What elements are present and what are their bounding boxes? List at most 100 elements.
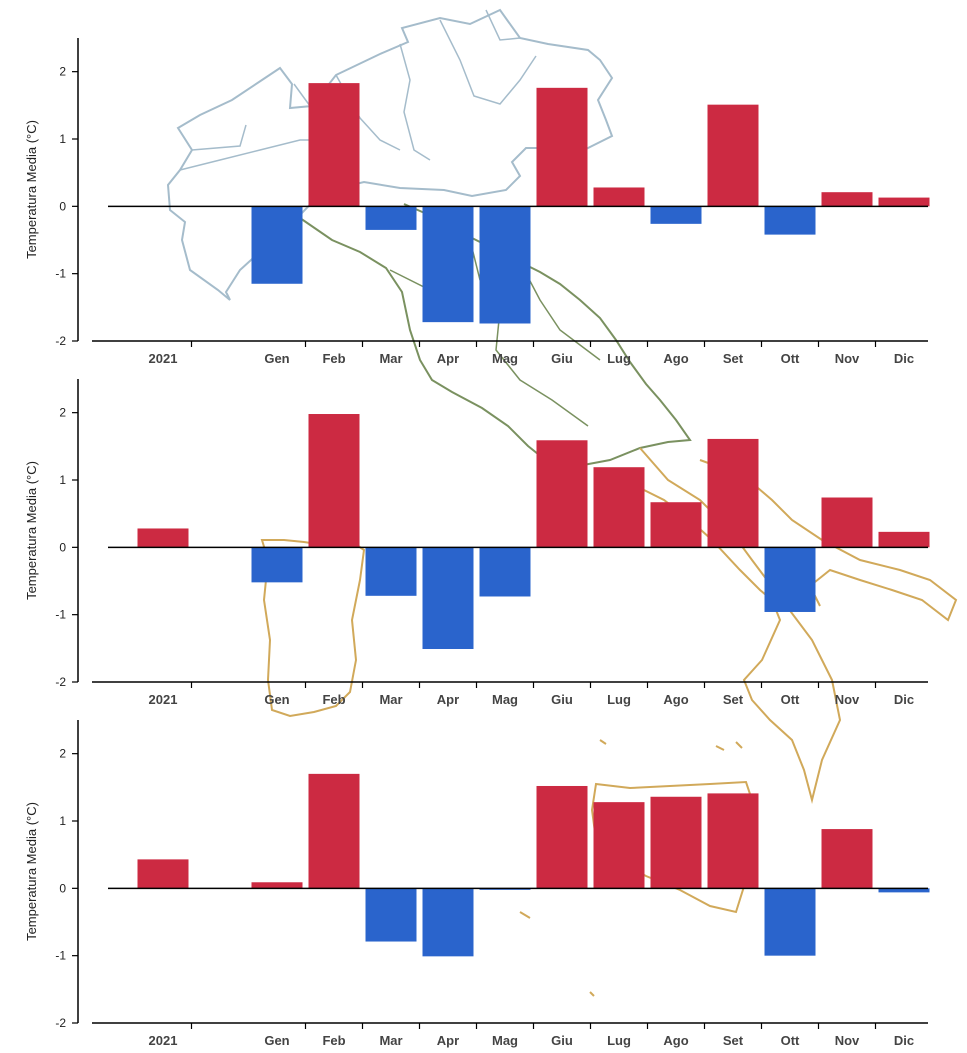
chart-1: -2 -1 0 1 2 Temperatura Media (°C) 2021 Gen Feb M… [24,38,930,366]
x-tick-label: Ott [781,351,800,366]
x-tick-label: Nov [835,692,860,707]
x-tick-label: Set [723,1033,744,1048]
bar [251,206,303,284]
bar [707,104,759,207]
y-tick-label: 0 [59,199,66,213]
x-tick-label: Giu [551,1033,573,1048]
bar [536,785,588,889]
x-tick-label: Dic [894,692,914,707]
map-north-inner [179,9,537,171]
x-tick-label: Ago [663,1033,688,1048]
bar [593,802,645,889]
bar [878,197,930,207]
bar [308,414,360,548]
bar [536,87,588,207]
x-tick-label: Mag [492,351,518,366]
bar [479,206,531,324]
x-tick-label: Dic [894,1033,914,1048]
x-tick-label: Mar [379,692,402,707]
y-tick-label: -2 [55,334,66,348]
y-tick-label: -1 [55,949,66,963]
bar [422,206,474,323]
bar [821,497,873,548]
x-tick-label: Giu [551,351,573,366]
x-tick-label: Gen [264,692,289,707]
y-tick-label: 0 [59,881,66,895]
x-tick-label: Feb [322,351,345,366]
chart-3: -2 -1 0 1 2 Temperatura Media (°C) 2021 Gen Feb M… [24,720,930,1048]
bar [251,547,303,583]
y-tick-label: 0 [59,540,66,554]
chart-2: -2 -1 0 1 2 Temperatura Media (°C) 2021 Gen Feb M… [24,379,930,707]
x-tick-label: Mag [492,692,518,707]
x-tick-label: Feb [322,692,345,707]
bar [650,796,702,889]
bar [536,440,588,548]
bar [707,793,759,889]
bar [308,773,360,889]
x-tick-label: Apr [437,692,459,707]
y-tick-label: 1 [59,132,66,146]
bar [251,882,303,889]
x-tick-label: Dic [894,351,914,366]
bar [365,888,417,942]
bar [878,531,930,548]
x-tick-label: Mag [492,1033,518,1048]
y-tick-label: -1 [55,608,66,622]
x-tick-label: Set [723,692,744,707]
bar [821,192,873,207]
y-axis-label: Temperatura Media (°C) [24,461,39,600]
y-axis-label: Temperatura Media (°C) [24,802,39,941]
bar [137,859,189,889]
y-tick-label: 1 [59,473,66,487]
bar [764,206,816,235]
y-tick-label: -2 [55,675,66,689]
x-tick-label: Giu [551,692,573,707]
x-tick-label: Apr [437,1033,459,1048]
x-tick-label: Lug [607,692,631,707]
bar [650,502,702,548]
map-south-outline [639,447,958,804]
chart-panel-3: -2 -1 0 1 2 Temperatura Media (°C) 2021 Gen Feb M… [0,712,967,1053]
x-tick-label: Lug [607,351,631,366]
bar [422,888,474,957]
x-tick-label: Lug [607,1033,631,1048]
map-islands [519,739,743,997]
bar [821,829,873,889]
bar [878,888,930,893]
bar [764,547,816,612]
x-tick-label: Nov [835,351,860,366]
bar [593,467,645,548]
bar [422,547,474,650]
x-tick-label: Ago [663,692,688,707]
x-tick-label: Feb [322,1033,345,1048]
x-tick-label: Set [723,351,744,366]
x-tick-label: Gen [264,351,289,366]
bar [707,438,759,548]
x-tick-label: Apr [437,351,459,366]
bar [308,83,360,207]
y-tick-label: 1 [59,814,66,828]
x-tick-label: Gen [264,1033,289,1048]
y-axis-label: Temperatura Media (°C) [24,120,39,259]
x-tick-label: Mar [379,351,402,366]
bar [650,206,702,224]
bar [593,187,645,207]
y-tick-label: 2 [59,406,66,420]
x-tick-label: 2021 [149,351,178,366]
x-tick-label: 2021 [149,1033,178,1048]
map-north-outline [166,8,614,301]
x-tick-label: Ott [781,692,800,707]
x-tick-label: Ago [663,351,688,366]
x-tick-label: Mar [379,1033,402,1048]
y-tick-label: -1 [55,267,66,281]
x-tick-label: Nov [835,1033,860,1048]
bar [365,206,417,230]
y-tick-label: -2 [55,1016,66,1030]
x-tick-label: 2021 [149,692,178,707]
chart-panel-1: -2 -1 0 1 2 Temperatura Media (°C) 2021 Gen Feb M… [0,30,967,371]
bar [365,547,417,596]
chart-panel-2: -2 -1 0 1 2 Temperatura Media (°C) 2021 Gen Feb M… [0,371,967,712]
bar [764,888,816,956]
y-tick-label: 2 [59,65,66,79]
